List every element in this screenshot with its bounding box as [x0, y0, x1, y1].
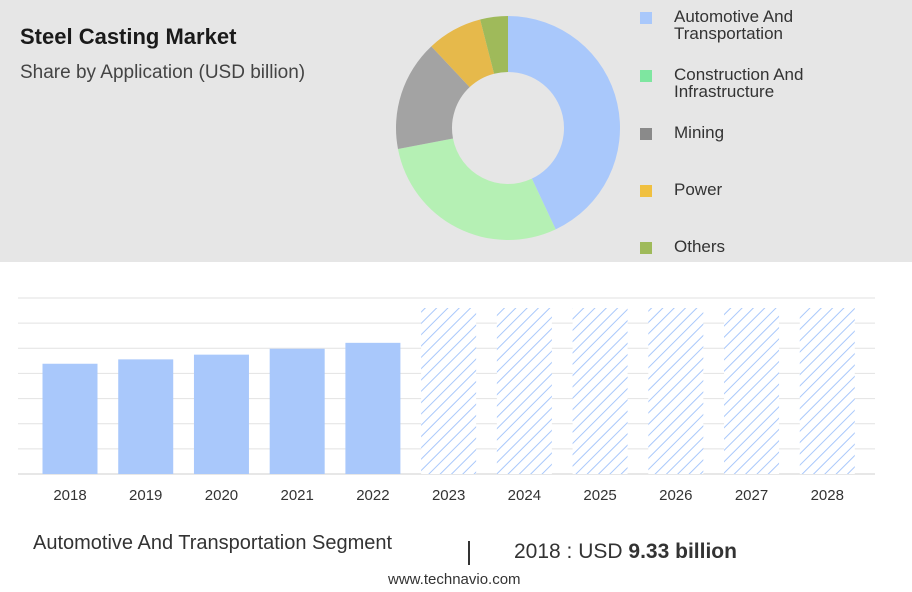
legend-swatch	[640, 12, 652, 24]
bar-2018	[42, 363, 98, 474]
legend-item: Power	[640, 179, 874, 198]
forecast-bar-2024	[496, 308, 552, 474]
donut-slice-power	[431, 19, 495, 88]
bar-2019	[118, 359, 174, 474]
x-tick-label: 2019	[129, 487, 162, 504]
segment-value-amount: 9.33 billion	[628, 540, 737, 563]
forecast-bar-2026	[648, 308, 704, 474]
x-tick-label: 2021	[280, 487, 313, 504]
chart-subtitle: Share by Application (USD billion)	[20, 62, 306, 83]
bar-2022	[345, 342, 401, 474]
x-tick-label: 2023	[432, 487, 465, 504]
forecast-bar-2023	[421, 308, 477, 474]
bar-2020	[193, 354, 249, 474]
chart-title: Steel Casting Market	[20, 24, 237, 49]
x-tick-label: 2020	[205, 487, 238, 504]
legend-label: Power	[674, 180, 723, 199]
x-tick-label: 2018	[53, 487, 86, 504]
x-tick-label: 2024	[508, 487, 541, 504]
separator	[468, 541, 470, 565]
legend-item: Construction And Infrastructure	[640, 64, 874, 100]
donut-slice-construction-and-infrastructure	[397, 138, 556, 241]
forecast-bar-2028	[799, 308, 855, 474]
legend-swatch	[640, 70, 652, 82]
segment-value-prefix: 2018 : USD	[514, 540, 629, 563]
legend-item: Automotive And Transportation	[640, 6, 874, 42]
x-tick-label: 2025	[583, 487, 616, 504]
legend-swatch	[640, 185, 652, 197]
legend-label: Automotive And Transportation	[674, 7, 794, 43]
legend-swatch	[640, 128, 652, 140]
forecast-bar-2025	[572, 308, 628, 474]
segment-name: Automotive And Transportation Segment	[33, 532, 393, 554]
source-site: www.technavio.com	[388, 571, 521, 588]
x-tick-label: 2026	[659, 487, 692, 504]
legend-label: Construction And Infrastructure	[674, 65, 804, 101]
x-tick-label: 2027	[735, 487, 768, 504]
bar-2021	[269, 348, 325, 474]
legend-item: Mining	[640, 122, 874, 141]
forecast-bar-2027	[724, 308, 780, 474]
legend-swatch	[640, 242, 652, 254]
x-tick-label: 2028	[811, 487, 844, 504]
legend-item: Others	[640, 236, 874, 255]
donut-chart	[396, 16, 620, 241]
bar-chart: 2018 2019 2020 2021 2022 2023 2024 2025 2026 2027…	[18, 297, 875, 504]
donut-slice-mining	[396, 46, 470, 149]
legend-label: Mining	[674, 123, 725, 142]
donut-slice-others	[480, 16, 508, 74]
x-tick-label: 2022	[356, 487, 389, 504]
segment-value: 2018 : USD 9.33 billion	[514, 540, 737, 564]
donut-slice-automotive-and-transportation	[508, 16, 620, 230]
legend-label: Others	[674, 237, 726, 256]
